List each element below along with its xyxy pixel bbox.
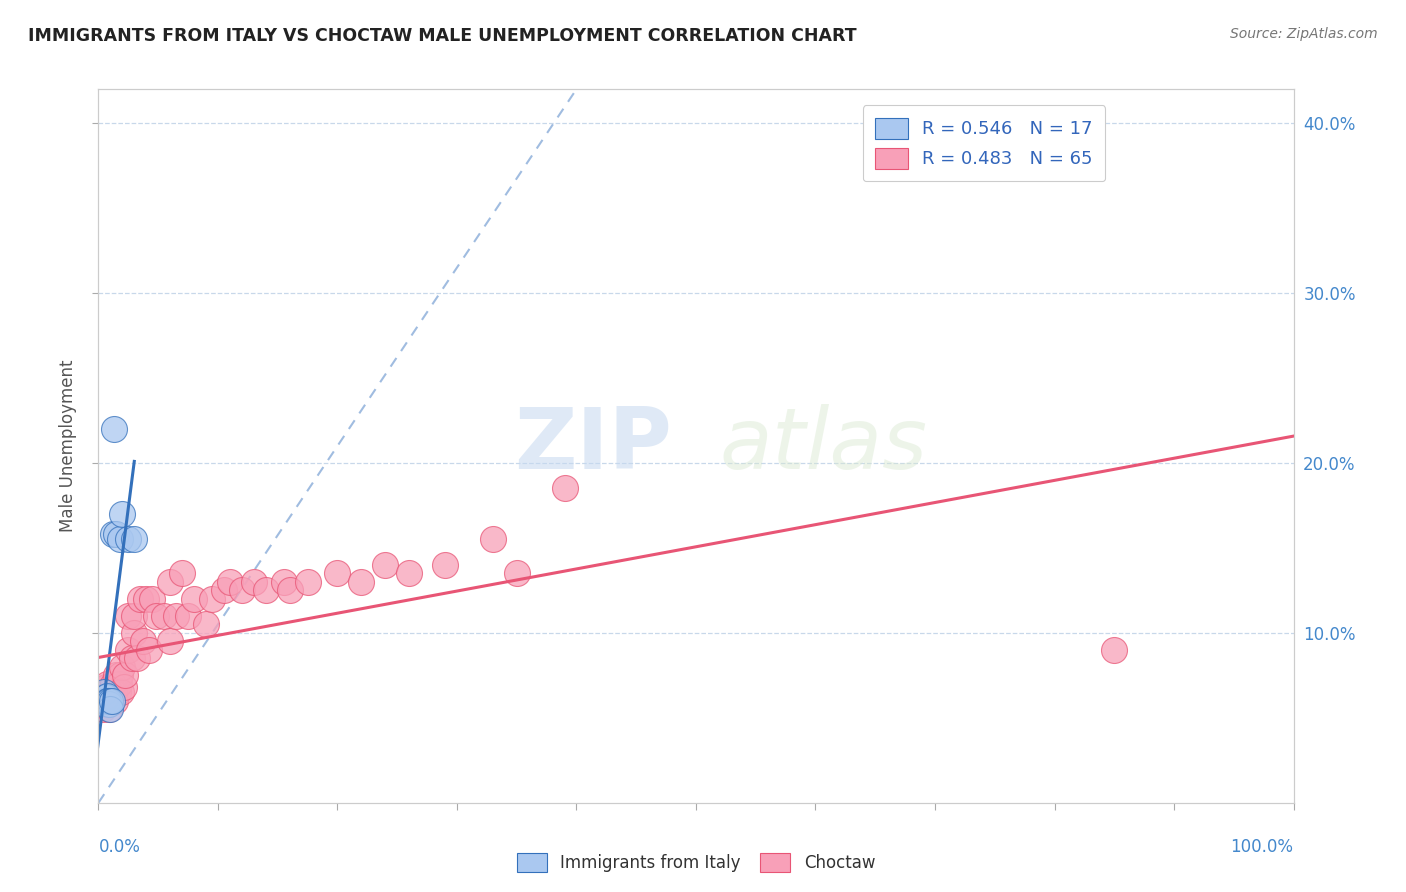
Point xyxy=(96,685,118,699)
Point xyxy=(554,482,576,496)
Point xyxy=(114,668,136,682)
Point xyxy=(94,680,117,694)
Point xyxy=(93,685,115,699)
Point xyxy=(374,558,396,572)
Point xyxy=(105,668,128,682)
Point xyxy=(117,643,139,657)
Point xyxy=(98,694,122,708)
Point xyxy=(125,651,148,665)
Point xyxy=(135,591,157,606)
Y-axis label: Male Unemployment: Male Unemployment xyxy=(59,359,77,533)
Point xyxy=(145,608,167,623)
Point xyxy=(117,608,139,623)
Point xyxy=(93,698,115,712)
Point xyxy=(93,694,115,708)
Point xyxy=(434,558,457,572)
Point xyxy=(108,533,131,547)
Point xyxy=(195,617,218,632)
Point xyxy=(111,660,134,674)
Point xyxy=(124,626,146,640)
Point xyxy=(96,689,118,703)
Point xyxy=(97,698,120,712)
Point xyxy=(96,677,118,691)
Point xyxy=(138,643,160,657)
Point xyxy=(172,566,194,581)
Point xyxy=(177,608,200,623)
Point xyxy=(108,668,131,682)
Point xyxy=(91,702,114,716)
Point xyxy=(94,690,117,705)
Point xyxy=(101,677,124,691)
Text: atlas: atlas xyxy=(720,404,928,488)
Point xyxy=(94,694,117,708)
Point xyxy=(112,680,135,694)
Point xyxy=(183,591,205,606)
Point xyxy=(107,677,129,691)
Point xyxy=(103,422,125,436)
Point xyxy=(350,574,373,589)
Point xyxy=(105,527,128,541)
Point xyxy=(91,694,114,708)
Point xyxy=(278,583,301,598)
Text: 100.0%: 100.0% xyxy=(1230,838,1294,856)
Legend: Immigrants from Italy, Choctaw: Immigrants from Italy, Choctaw xyxy=(509,844,883,880)
Point xyxy=(326,566,349,581)
Point xyxy=(129,591,152,606)
Point xyxy=(93,689,115,703)
Point xyxy=(481,533,505,547)
Point xyxy=(98,698,121,712)
Point xyxy=(131,634,153,648)
Point xyxy=(107,685,129,699)
Point xyxy=(153,608,176,623)
Point xyxy=(201,591,224,606)
Point xyxy=(254,583,277,598)
Point xyxy=(231,583,253,598)
Point xyxy=(98,694,121,708)
Point xyxy=(96,694,118,708)
Point xyxy=(243,574,266,589)
Point xyxy=(111,507,134,521)
Point xyxy=(91,694,114,708)
Point xyxy=(165,608,187,623)
Point xyxy=(98,702,121,716)
Point xyxy=(141,591,163,606)
Point xyxy=(219,574,242,589)
Point xyxy=(297,574,319,589)
Point xyxy=(110,685,132,699)
Text: Source: ZipAtlas.com: Source: ZipAtlas.com xyxy=(1230,27,1378,41)
Point xyxy=(273,574,295,589)
Point xyxy=(124,608,146,623)
Text: 0.0%: 0.0% xyxy=(98,838,141,856)
Point xyxy=(98,702,122,716)
Point xyxy=(97,694,120,708)
Point xyxy=(104,694,127,708)
Point xyxy=(159,574,181,589)
Point xyxy=(398,566,420,581)
Point xyxy=(98,694,122,708)
Point xyxy=(1104,643,1126,657)
Point xyxy=(159,634,181,648)
Point xyxy=(100,694,122,708)
Point xyxy=(124,533,146,547)
Point xyxy=(101,527,124,541)
Point xyxy=(103,685,125,699)
Text: ZIP: ZIP xyxy=(515,404,672,488)
Point xyxy=(117,533,139,547)
Point xyxy=(100,689,122,703)
Point xyxy=(98,685,122,699)
Point xyxy=(91,685,114,699)
Point xyxy=(121,651,143,665)
Text: IMMIGRANTS FROM ITALY VS CHOCTAW MALE UNEMPLOYMENT CORRELATION CHART: IMMIGRANTS FROM ITALY VS CHOCTAW MALE UN… xyxy=(28,27,856,45)
Point xyxy=(506,566,529,581)
Point xyxy=(212,583,235,598)
